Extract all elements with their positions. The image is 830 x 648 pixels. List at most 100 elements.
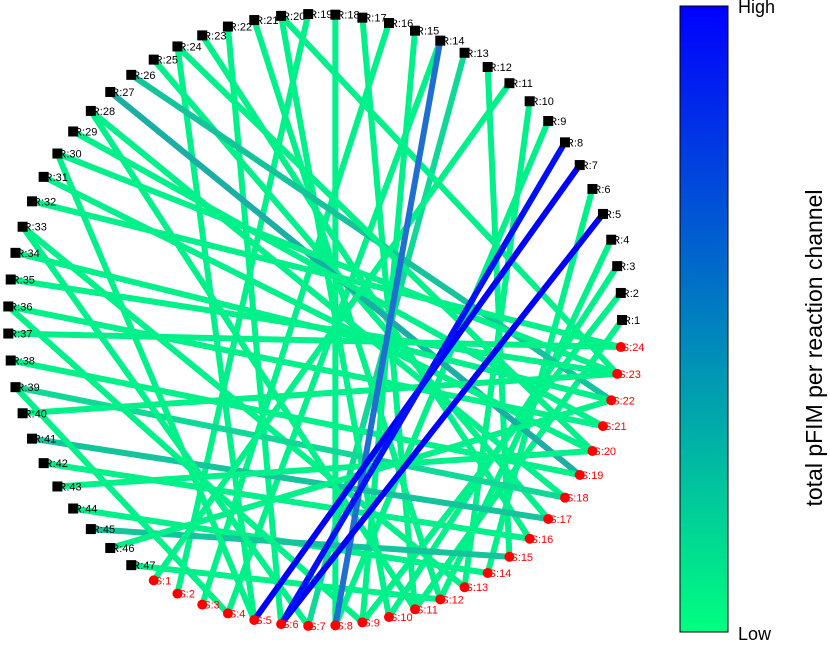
species-node	[197, 599, 208, 610]
reaction-label: R:17	[363, 13, 386, 25]
reaction-node	[249, 15, 260, 26]
species-node	[574, 469, 585, 480]
edge	[484, 66, 513, 557]
edge	[43, 460, 531, 542]
edge	[278, 212, 606, 626]
species-node	[357, 617, 368, 628]
reaction-node	[10, 382, 21, 393]
reaction-label: R:15	[416, 26, 439, 38]
reaction-label: R:40	[24, 408, 47, 420]
edge	[56, 150, 619, 377]
reaction-node	[383, 18, 394, 29]
reaction-node	[27, 196, 38, 207]
reaction-label: R:42	[45, 458, 68, 470]
reaction-node	[330, 9, 341, 20]
species-node	[559, 492, 570, 503]
species-label: S:9	[363, 617, 380, 629]
edge	[13, 385, 231, 616]
reaction-label: R:27	[111, 87, 134, 99]
reaction-node	[105, 543, 116, 554]
reaction-label: R:36	[9, 301, 32, 313]
reaction-label: R:10	[531, 96, 554, 108]
reaction-label: R:5	[604, 209, 621, 221]
edge	[130, 562, 441, 603]
reaction-node	[5, 355, 16, 366]
species-node	[410, 604, 421, 615]
species-node	[524, 533, 535, 544]
reaction-node	[504, 78, 515, 89]
species-node	[612, 368, 623, 379]
reaction-label: R:31	[45, 172, 68, 184]
reaction-label: R:44	[74, 504, 97, 516]
edge	[20, 224, 311, 628]
species-label: S:20	[593, 446, 616, 458]
reaction-node	[612, 261, 623, 272]
reaction-node	[52, 481, 63, 492]
edge	[10, 276, 618, 377]
edge	[6, 304, 365, 625]
reaction-node	[357, 12, 368, 23]
reaction-label: R:24	[178, 41, 201, 53]
species-label: S:13	[466, 582, 489, 594]
reaction-label: R:41	[33, 434, 56, 446]
species-node	[435, 594, 446, 605]
reaction-label: R:26	[132, 70, 155, 82]
reaction-node	[38, 458, 49, 469]
reaction-node	[10, 247, 21, 258]
reaction-node	[524, 96, 535, 107]
reaction-label: R:19	[309, 9, 332, 21]
species-label: S:22	[612, 395, 635, 407]
reaction-node	[38, 171, 49, 182]
edge	[151, 81, 512, 583]
reaction-node	[303, 9, 314, 20]
species-node	[383, 611, 394, 622]
reaction-label: R:3	[618, 261, 635, 273]
reaction-label: R:16	[390, 18, 413, 30]
reaction-label: R:39	[16, 382, 39, 394]
reaction-node	[5, 274, 16, 285]
species-node	[148, 575, 159, 586]
reaction-node	[52, 148, 63, 159]
edge	[31, 198, 622, 350]
reaction-node	[276, 10, 287, 21]
reaction-label: R:30	[58, 149, 81, 161]
reaction-label: R:4	[612, 235, 629, 247]
reaction-node	[85, 524, 96, 535]
species-node	[222, 608, 233, 619]
reaction-node	[105, 86, 116, 97]
species-label: S:21	[604, 421, 627, 433]
reaction-label: R:38	[12, 356, 35, 368]
species-label: S:19	[581, 470, 604, 482]
species-label: S:6	[282, 619, 299, 631]
reaction-node	[574, 160, 585, 171]
species-node	[504, 551, 515, 562]
species-label: S:12	[441, 594, 464, 606]
species-node	[459, 582, 470, 593]
species-node	[597, 421, 608, 432]
species-node	[249, 614, 260, 625]
reaction-label: R:12	[489, 62, 512, 74]
reaction-label: R:20	[282, 11, 305, 23]
reaction-label: R:35	[12, 274, 35, 286]
reaction-node	[85, 105, 96, 116]
edge	[224, 26, 285, 625]
species-label: S:23	[618, 369, 641, 381]
nodes: R:1R:2R:3R:4R:5R:6R:7R:8R:9R:10R:11R:12R…	[3, 9, 644, 633]
colorbar-high-label: High	[738, 0, 775, 17]
reaction-node	[3, 328, 14, 339]
reaction-label: R:33	[24, 222, 47, 234]
reaction-node	[482, 61, 493, 72]
reaction-node	[68, 126, 79, 137]
species-label: S:8	[336, 620, 353, 632]
species-label: S:11	[416, 604, 438, 616]
species-label: S:15	[510, 552, 533, 564]
colorbar	[679, 5, 729, 633]
reaction-label: R:46	[111, 543, 134, 555]
species-label: S:14	[489, 568, 512, 580]
species-label: S:10	[390, 612, 413, 624]
reaction-label: R:32	[33, 196, 56, 208]
reaction-node	[617, 315, 627, 325]
species-node	[172, 588, 183, 599]
reaction-label: R:47	[132, 560, 155, 572]
